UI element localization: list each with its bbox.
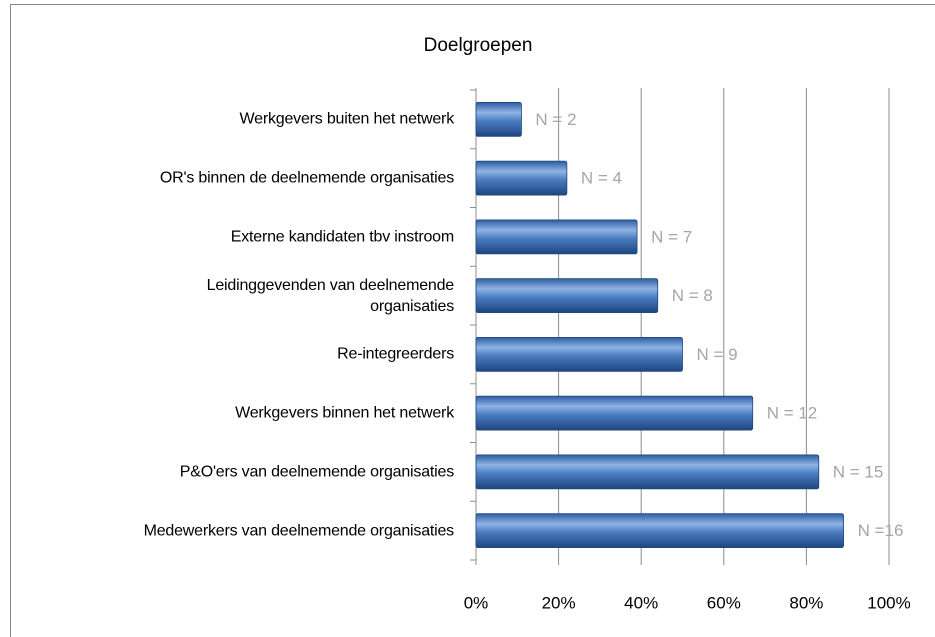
y-tick-label: Werkgevers binnen het netwerk <box>235 404 454 422</box>
y-tick-label: Medewerkers van deelnemende organisaties <box>143 522 455 540</box>
bar <box>475 160 568 196</box>
bar <box>475 219 638 255</box>
y-tick-label: P&O'ers van deelnemende organisaties <box>179 463 454 481</box>
chart-title: Doelgroepen <box>424 35 533 56</box>
bar <box>475 278 659 314</box>
chart-border <box>10 4 935 637</box>
x-tick-label: 40% <box>624 593 658 612</box>
y-tick-label: Werkgevers buiten het netwerk <box>239 110 455 128</box>
bar <box>475 101 522 137</box>
annotation: N = 9 <box>697 345 738 364</box>
x-tick-label: 20% <box>542 593 576 612</box>
annotation: N = 8 <box>672 286 713 305</box>
y-tick-label: Re-integreerders <box>337 345 454 363</box>
x-tick-label: 100% <box>867 593 910 612</box>
bar <box>475 336 683 372</box>
bar <box>475 454 820 490</box>
annotation: N = 7 <box>651 227 692 246</box>
y-tick-label: Externe kandidaten tbv instroom <box>230 228 454 246</box>
x-tick-label: 60% <box>707 593 741 612</box>
x-tick-label: 80% <box>789 593 823 612</box>
x-tick-label: 0% <box>464 593 489 612</box>
annotation: N = 12 <box>767 404 818 423</box>
annotation: N =16 <box>858 521 904 540</box>
annotation: N = 4 <box>581 169 622 188</box>
y-tick-label: Leidinggevenden van deelnemende organisa… <box>206 276 455 315</box>
bar <box>475 513 844 549</box>
annotation: N = 2 <box>535 110 576 129</box>
bar <box>475 395 754 431</box>
annotation: N = 15 <box>833 462 884 481</box>
y-tick-label: OR's binnen de deelnemende organisaties <box>159 169 454 187</box>
